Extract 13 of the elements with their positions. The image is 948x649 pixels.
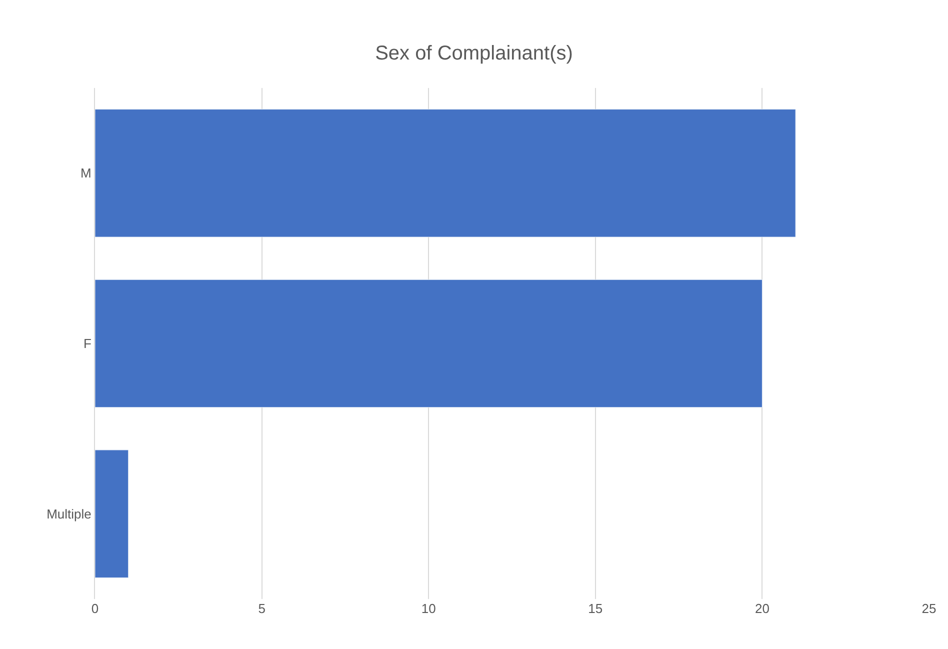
y-tick-label: M [80,166,92,181]
chart-title: Sex of Complainant(s) [375,42,573,64]
y-tick-label: Multiple [46,506,92,522]
bar [95,109,796,238]
x-tick-label: 20 [754,601,770,616]
x-tick-label: 0 [91,601,99,616]
x-tick-label: 15 [588,601,603,616]
bar [95,450,129,578]
bar [95,279,762,408]
y-tick-label: F [83,336,92,352]
x-tick-label: 5 [258,601,266,616]
x-tick-label: 25 [922,601,936,616]
x-tick-label: 10 [421,601,436,616]
